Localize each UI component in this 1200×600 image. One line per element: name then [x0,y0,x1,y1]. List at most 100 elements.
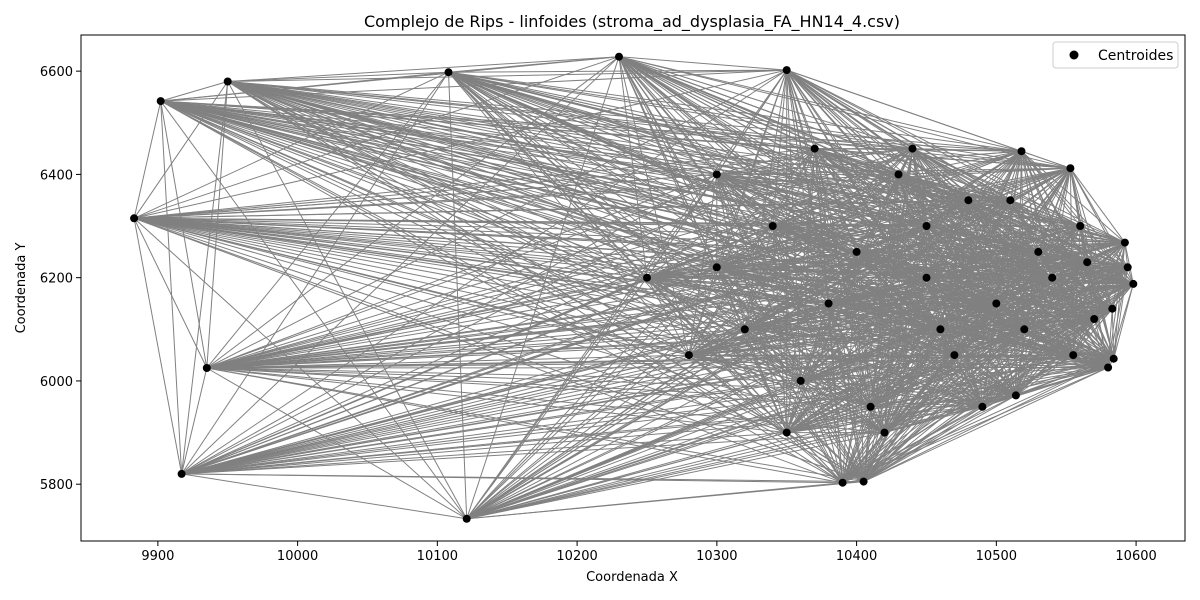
centroid-point [1129,279,1138,288]
rips-edge [1024,318,1095,330]
plot-area [80,34,1186,542]
centroid-point [1083,258,1092,267]
rips-edge [786,358,1114,434]
rips-edge [884,358,1114,434]
rips-edge [786,69,913,150]
rips-edge [133,217,864,483]
centroid-point [1069,351,1078,360]
rips-edge [744,251,1039,330]
rips-edge [646,277,871,408]
rips-edge [981,261,1088,408]
centroid-point [1011,391,1020,400]
rips-edge [828,303,941,330]
rips-edge [912,148,1134,285]
rips-edge [618,56,885,433]
centroid-point [1109,354,1118,363]
rips-edge [786,406,871,434]
centroid-point [796,376,805,385]
rips-edge [912,148,1126,244]
rips-edge [716,148,913,175]
rips-edge [898,173,1095,320]
rips-edge [786,406,983,434]
rips-edge [1086,261,1134,285]
rips-edge [646,199,1011,279]
rips-edge [646,277,864,482]
rips-edge [1111,308,1115,359]
rips-edge [786,303,997,434]
rips-edge [206,71,449,369]
rips-edge [912,148,1039,253]
rips-edge [181,406,871,475]
rips-edge [688,318,1095,356]
rips-edge [618,56,899,175]
centroid-point [1104,363,1113,372]
centroid-point [1066,164,1075,173]
rips-edge [618,56,718,175]
rips-edge [618,56,788,433]
centroid-point [824,299,833,308]
rips-edge [134,148,815,219]
rips-edge [912,148,1071,169]
rips-edge [448,71,773,227]
rips-edge [466,148,913,520]
rips-edge [884,406,983,434]
rips-edge [954,277,1053,356]
rips-edge [618,56,872,408]
rips-edge [688,267,718,356]
rips-edge [688,354,885,434]
rips-edge [160,100,648,279]
edges-layer [133,56,1134,520]
rips-edge [466,277,648,520]
rips-edge [646,199,969,279]
rips-edge [448,71,648,279]
rips-edge [716,173,1053,279]
rips-edge [227,71,449,82]
legend: Centroides [1052,41,1179,69]
rips-edge [181,148,815,475]
rips-edge [448,72,468,519]
rips-edge [227,56,620,82]
rips-edge [618,56,857,253]
x-tick-label: 10600 [1115,549,1156,564]
rips-edge [744,174,899,330]
rips-edge [716,174,746,330]
rips-edge [786,70,844,483]
rips-edge [982,367,1109,408]
centroid-point [992,299,1001,308]
rips-edge [181,473,467,520]
rips-edge [448,71,1071,169]
rips-edge [181,432,787,475]
centroid-point [712,170,721,179]
rips-edge [716,173,1011,201]
rips-edge [181,173,718,475]
rips-edge [160,100,927,227]
rips-edge [1079,225,1134,285]
rips-edge [646,277,801,382]
centroid-point [684,351,693,360]
centroid-point [615,52,623,61]
rips-edge [814,148,1071,169]
chart-title: Complejo de Rips - linfoides (stroma_ad_… [364,12,900,32]
rips-edge [800,148,816,381]
rips-edge [133,217,787,434]
rips-edge [1079,225,1129,268]
rips-edge [814,148,941,330]
rips-edge [982,358,1114,408]
rips-edge [870,328,1025,408]
rips-edge [1009,199,1088,263]
rips-edge [1087,261,1128,268]
rips-edge [181,266,717,475]
rips-edge [800,380,871,408]
rips-edge [688,174,718,356]
plot-frame [80,34,1186,542]
x-tick-label: 10400 [836,549,877,564]
rips-edge [466,174,718,520]
rips-edge [954,328,1025,356]
centroid-point [1006,196,1015,205]
rips-edge [716,173,1088,263]
rips-edge [842,394,1017,484]
rips-edge [814,148,1088,263]
rips-edge [688,148,816,356]
rips-edge [206,354,689,369]
